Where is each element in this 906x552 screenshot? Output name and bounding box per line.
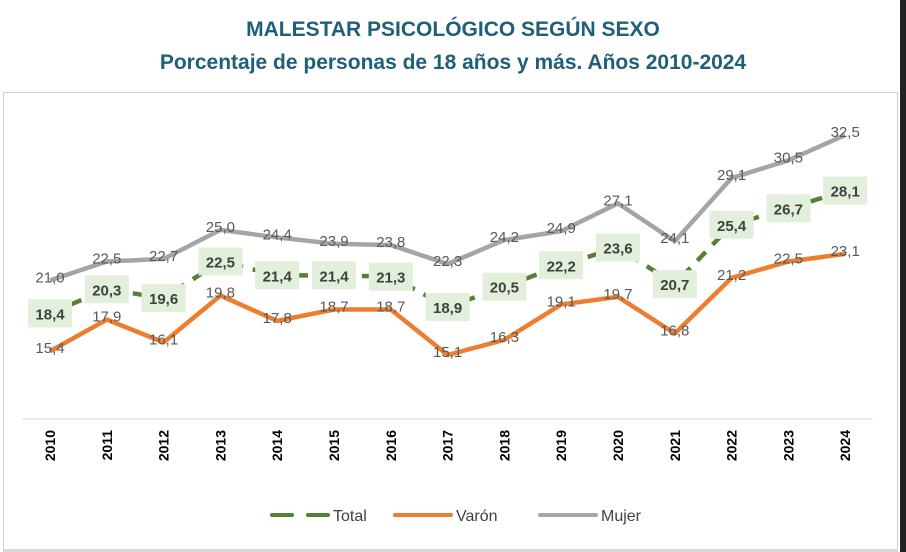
data-label-varon: 18,7 xyxy=(319,298,348,315)
x-tick-label: 2022 xyxy=(724,430,740,461)
data-label-box xyxy=(198,247,243,276)
data-label-box xyxy=(28,299,72,328)
x-tick-label: 2012 xyxy=(156,430,172,461)
data-label-total: 26,7 xyxy=(774,201,803,218)
window-edge xyxy=(900,0,906,552)
chart-subtitle: Porcentaje de personas de 18 años y más.… xyxy=(159,51,747,74)
data-label-total: 18,9 xyxy=(433,300,462,317)
chart-title: MALESTAR PSICOLÓGICO SEGÚN SEXO xyxy=(246,18,660,41)
data-label-mujer: 23,9 xyxy=(319,233,348,250)
x-tick-label: 2019 xyxy=(553,430,569,461)
data-label-total: 21,4 xyxy=(319,268,349,285)
data-label-box xyxy=(596,233,640,262)
x-tick-label: 2023 xyxy=(780,430,796,461)
data-label-box xyxy=(84,275,129,304)
data-label-box xyxy=(823,176,868,205)
data-label-box xyxy=(368,262,413,291)
legend-label-varón: Varón xyxy=(456,508,498,525)
x-tick-label: 2020 xyxy=(610,430,626,461)
data-label-varon: 22,5 xyxy=(774,250,803,267)
x-tick-label: 2021 xyxy=(667,430,683,461)
x-tick-label: 2017 xyxy=(440,430,456,461)
data-label-total: 25,4 xyxy=(717,218,747,235)
data-label-total: 22,2 xyxy=(547,258,576,275)
legend-label-mujer: Mujer xyxy=(601,508,642,525)
data-label-varon: 18,7 xyxy=(376,298,405,315)
data-label-varon: 16,8 xyxy=(660,323,689,340)
x-tick-label: 2016 xyxy=(383,430,399,461)
data-label-varon: 19,8 xyxy=(206,285,235,302)
data-label-mujer: 29,1 xyxy=(717,167,746,184)
data-label-varon: 16,1 xyxy=(149,331,178,348)
data-label-mujer: 22,3 xyxy=(433,253,462,270)
x-tick-label: 2024 xyxy=(837,430,853,461)
series-line-mujer xyxy=(49,133,847,283)
data-label-box xyxy=(255,261,300,290)
data-label-total: 18,4 xyxy=(35,306,65,323)
chart-area xyxy=(3,92,898,552)
data-label-total: 19,6 xyxy=(149,291,178,308)
data-label-mujer: 22,5 xyxy=(92,250,121,267)
data-label-mujer: 24,4 xyxy=(263,226,292,243)
data-label-box xyxy=(766,194,811,223)
data-label-total: 21,4 xyxy=(263,268,293,285)
data-label-box xyxy=(709,210,754,239)
data-label-mujer: 24,9 xyxy=(547,220,576,237)
data-label-total: 28,1 xyxy=(831,184,860,201)
x-tick-label: 2010 xyxy=(42,430,58,461)
data-label-total: 20,5 xyxy=(490,280,519,297)
data-label-total: 21,3 xyxy=(376,270,405,287)
legend-label-total: Total xyxy=(333,508,367,525)
data-label-varon: 17,8 xyxy=(263,310,292,327)
data-label-total: 20,3 xyxy=(92,282,121,299)
data-label-varon: 19,1 xyxy=(547,293,576,310)
data-label-mujer: 21,0 xyxy=(35,269,64,286)
data-label-varon: 21,2 xyxy=(717,267,746,284)
data-label-varon: 16,3 xyxy=(490,329,519,346)
data-label-box xyxy=(652,270,697,299)
data-label-varon: 23,1 xyxy=(831,243,860,260)
data-label-mujer: 24,1 xyxy=(660,230,689,247)
data-label-total: 22,5 xyxy=(206,254,235,271)
data-label-box xyxy=(425,292,470,321)
series-line-varón xyxy=(48,251,846,358)
data-label-mujer: 32,5 xyxy=(831,124,860,141)
data-label-box xyxy=(482,272,527,301)
data-label-mujer: 25,0 xyxy=(206,219,235,236)
data-label-mujer: 23,8 xyxy=(376,234,405,251)
x-tick-label: 2015 xyxy=(326,430,342,461)
x-tick-label: 2014 xyxy=(269,430,285,461)
x-tick-label: 2013 xyxy=(212,430,228,461)
data-label-mujer: 22,7 xyxy=(149,248,178,265)
data-label-mujer: 27,1 xyxy=(603,192,632,209)
data-label-varon: 15,1 xyxy=(433,344,462,361)
data-label-mujer: 30,5 xyxy=(774,149,803,166)
data-label-varon: 19,7 xyxy=(603,286,632,303)
x-tick-label: 2018 xyxy=(496,430,512,461)
data-label-varon: 15,4 xyxy=(35,340,64,357)
data-label-box xyxy=(312,261,356,290)
data-label-mujer: 24,2 xyxy=(490,229,519,246)
data-label-total: 20,7 xyxy=(660,277,689,294)
x-tick-label: 2011 xyxy=(99,430,115,461)
data-label-box xyxy=(539,251,584,280)
data-label-varon: 17,9 xyxy=(92,309,121,326)
data-label-box xyxy=(141,284,186,313)
data-label-total: 23,6 xyxy=(603,241,632,258)
